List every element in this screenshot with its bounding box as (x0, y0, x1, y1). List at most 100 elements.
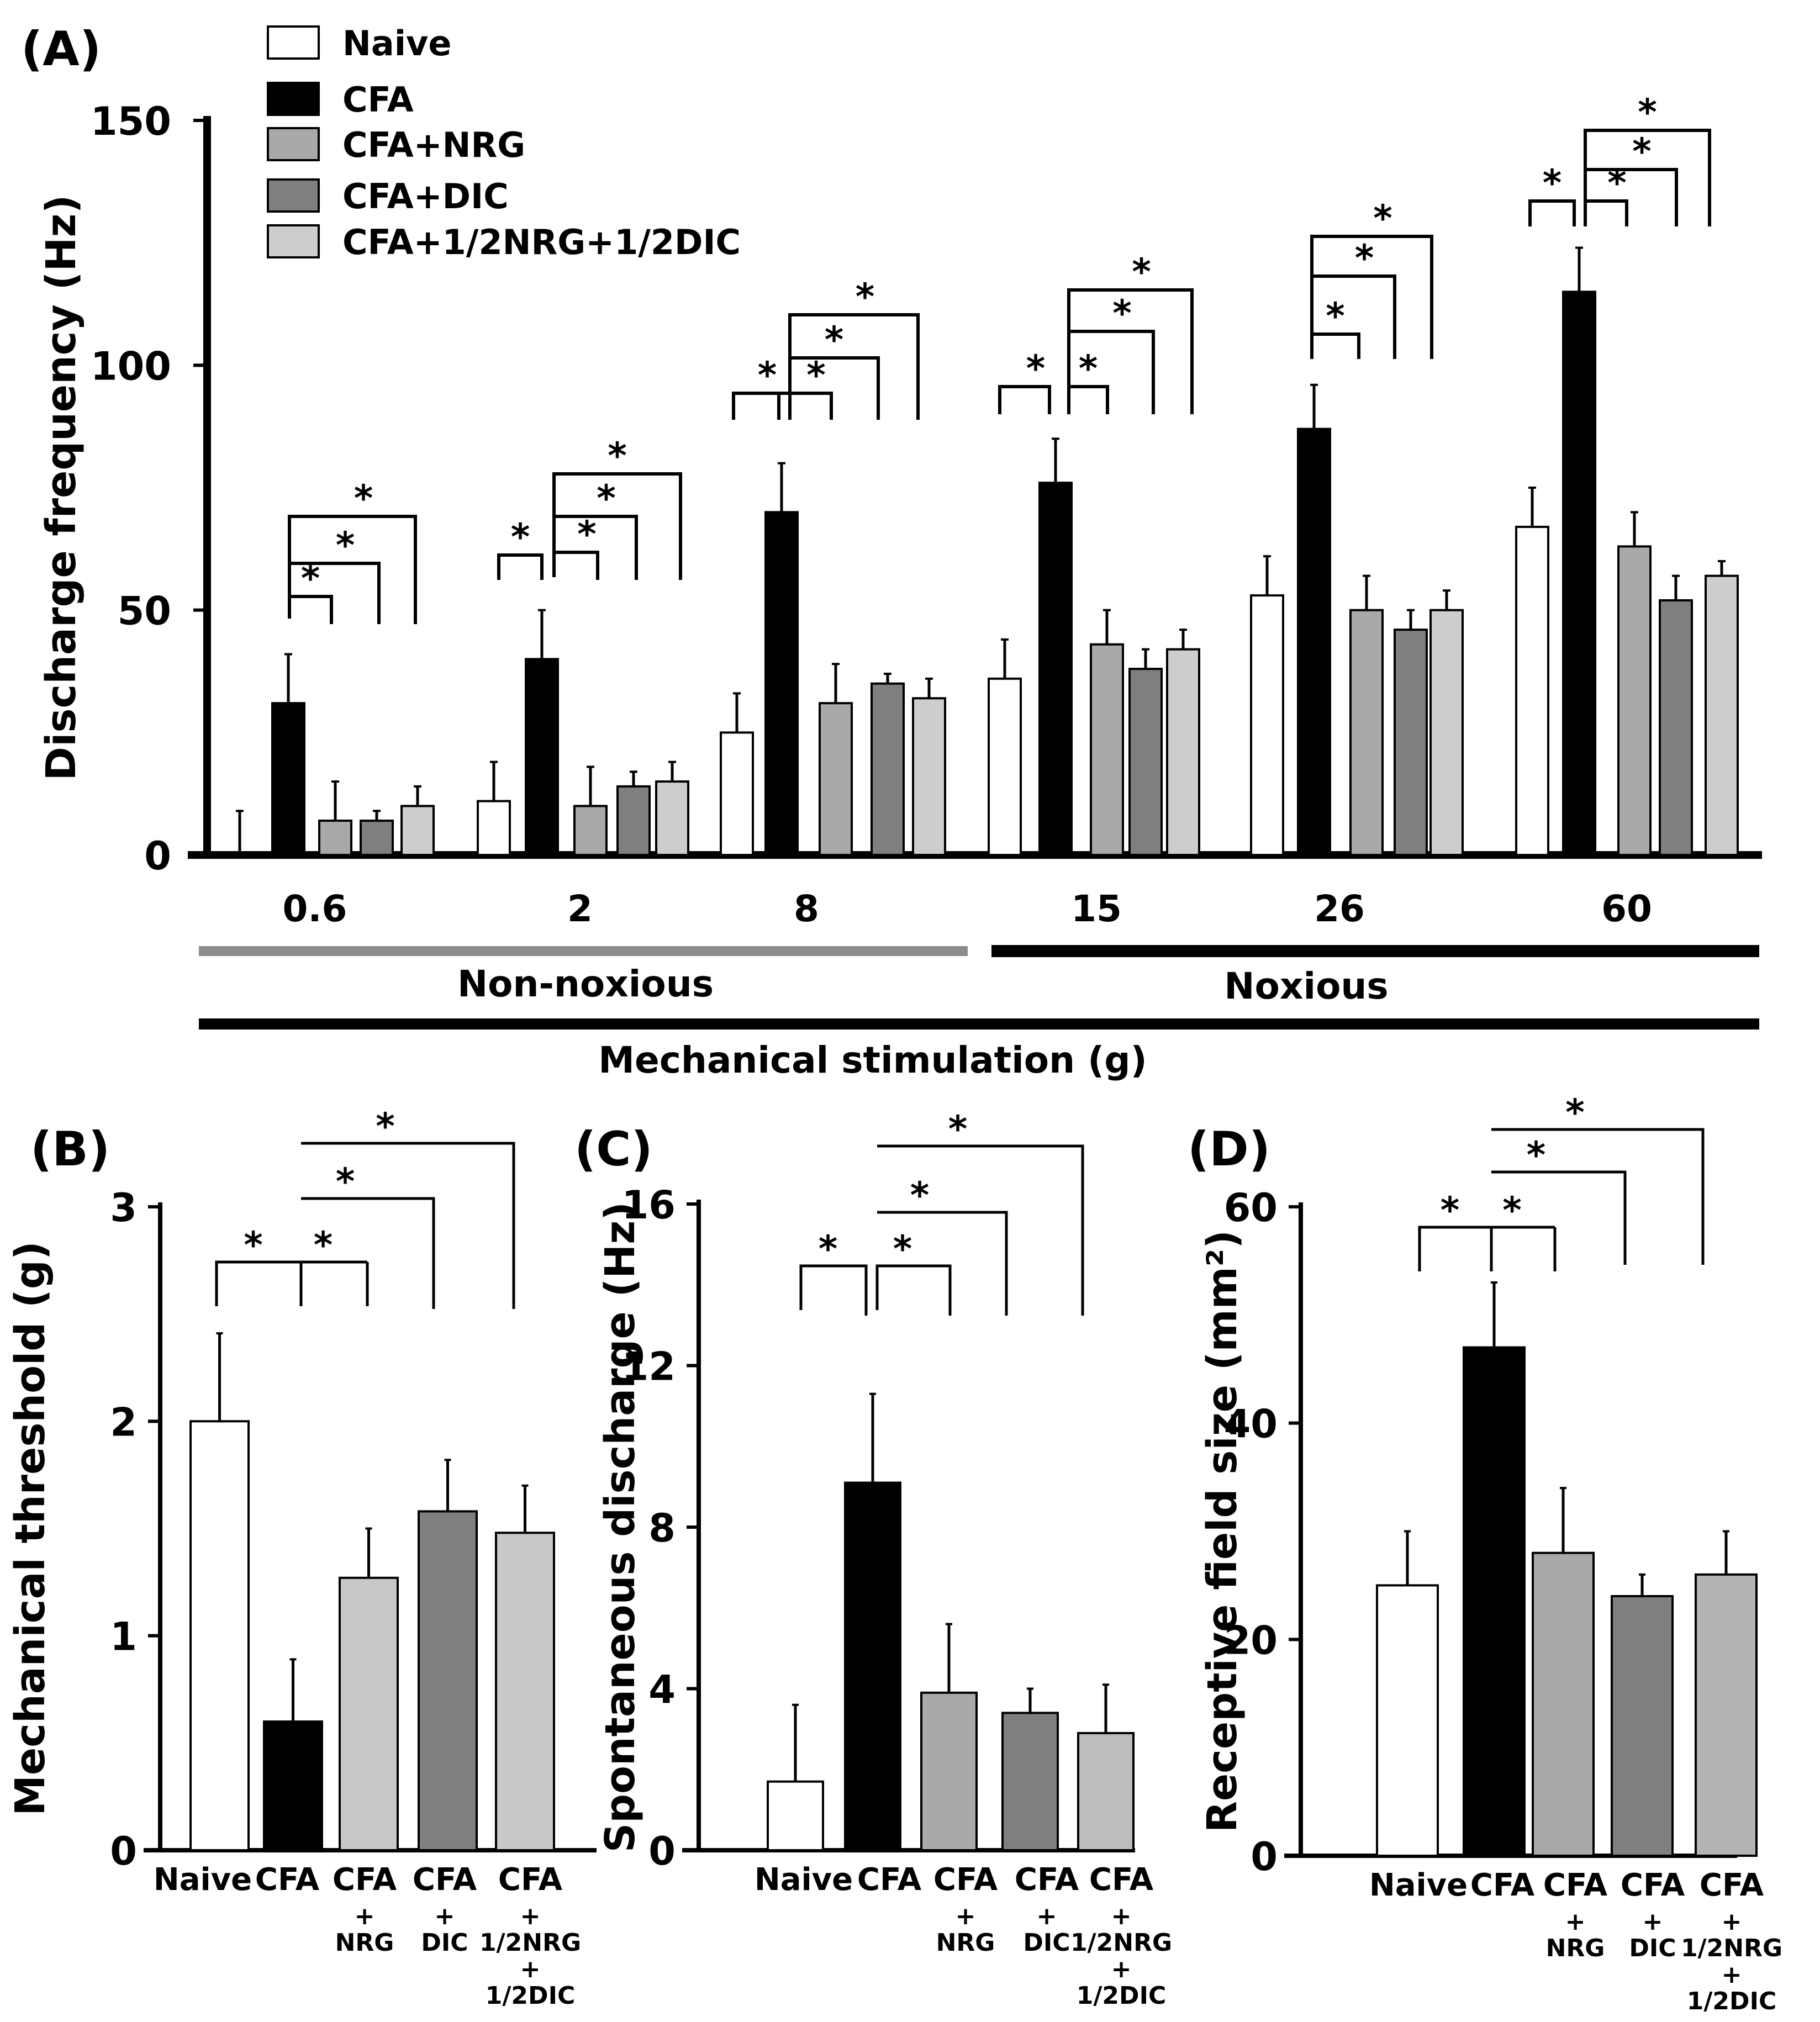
panel-d-significance-bracket (1491, 1128, 1705, 1265)
legend-swatch-0 (267, 25, 320, 60)
legend-swatch-3 (267, 178, 320, 213)
panel-d-significance-star: * (1502, 1189, 1522, 1232)
panel-a-significance-bracket-line (1067, 288, 1194, 414)
panel-b-significance-bracket (301, 1142, 515, 1309)
panel-c-significance-bracket (877, 1211, 1008, 1316)
panel-b-xtick-label: 1/2DIC (486, 1982, 576, 2010)
panel-a-bar (764, 511, 799, 856)
panel-b-bar (495, 1532, 555, 1851)
legend-label-2: CFA+NRG (342, 125, 525, 165)
panel-a-label: (A) (21, 22, 101, 77)
panel-b-xtick-label: DIC (421, 1929, 468, 1957)
panel-d-ytick-label-20: 20 (1224, 1618, 1278, 1663)
panel-d-bar (1532, 1551, 1595, 1857)
panel-a-bar (1617, 545, 1652, 856)
panel-a-bar (1394, 629, 1428, 856)
panel-d-xtick-label: + (1643, 1908, 1663, 1936)
panel-b-xtick-label: + (355, 1902, 375, 1930)
panel-a-significance-bracket-line (288, 595, 333, 624)
panel-a-significance-bracket-line (1528, 199, 1576, 226)
panel-a-significance-bracket (1310, 235, 1433, 359)
panel-d-bar (1611, 1595, 1674, 1857)
panel-c-xtick-label: + (956, 1902, 976, 1930)
panel-a-significance-bracket (788, 313, 920, 420)
panel-a-significance-star: * (1132, 251, 1151, 293)
panel-d-significance-star: * (1441, 1189, 1460, 1232)
panel-d-xtick-label: CFA (1543, 1867, 1608, 1903)
panel-c-significance-bracket-line (877, 1211, 1008, 1316)
panel-b-bar (189, 1420, 250, 1851)
panel-d-significance-bracket (1490, 1226, 1555, 1271)
panel-d-ytick-label-60: 60 (1224, 1185, 1278, 1231)
panel-a-significance-bracket-line (552, 472, 682, 580)
panel-a-significance-bracket (1310, 332, 1360, 359)
panel-b-xtick-label: CFA (255, 1862, 320, 1898)
panel-a-significance-bracket (552, 551, 599, 580)
panel-d-bar (1463, 1346, 1526, 1857)
panel-c-significance-star: * (893, 1228, 912, 1270)
panel-c-xtick-label: DIC (1023, 1929, 1070, 1957)
panel-a-bar (525, 658, 559, 857)
panel-d-significance-star: * (1527, 1134, 1546, 1176)
panel-b-significance-bracket (215, 1260, 301, 1306)
panel-c-significance-bracket-line (875, 1264, 952, 1316)
panel-d-significance-bracket-line (1491, 1128, 1705, 1265)
panel-c-ytick-label-4: 4 (648, 1667, 676, 1713)
panel-b-significance-bracket-line (215, 1260, 301, 1306)
panel-a-significance-star: * (1079, 347, 1098, 390)
panel-b-significance-bracket-line (301, 1197, 435, 1309)
panel-b-significance-bracket (299, 1260, 367, 1306)
panel-a-significance-bracket-line (1067, 385, 1109, 414)
panel-a-significance-star: * (608, 435, 627, 477)
legend-swatch-4 (267, 224, 320, 258)
panel-a-ytick-label-50: 50 (118, 589, 171, 634)
panel-a-significance-bracket (1528, 199, 1576, 226)
panel-d-ylabel: Receptive field size (mm²) (1199, 1230, 1246, 1833)
legend-swatch-2 (267, 127, 320, 161)
panel-c-xtick-label: CFA (1015, 1862, 1079, 1898)
panel-b-ylabel: Mechanical threshold (g) (7, 1241, 54, 1815)
panel-c-ytick-label-8: 8 (648, 1506, 676, 1551)
legend-label-1: CFA (342, 80, 414, 120)
panel-a-bar (1166, 648, 1200, 856)
panel-d-significance-bracket (1418, 1226, 1491, 1271)
panel-a-xtick-label: 15 (1071, 888, 1122, 930)
panel-b-significance-bracket-line (301, 1142, 515, 1309)
panel-b-significance-star: * (314, 1224, 333, 1266)
panel-a-range-label-noxious: Noxious (1224, 965, 1388, 1007)
panel-b-ytick-label-3: 3 (110, 1185, 137, 1231)
panel-b-xtick-label: CFA (498, 1862, 563, 1898)
panel-a-significance-bracket (552, 472, 682, 580)
panel-b-significance-star: * (244, 1224, 263, 1266)
panel-c-significance-star: * (948, 1108, 968, 1150)
panel-b-label: (B) (30, 1122, 110, 1177)
panel-d-xtick-label: + (1565, 1908, 1586, 1936)
panel-b-bar (339, 1576, 399, 1851)
panel-b-xtick-label: NRG (335, 1929, 394, 1957)
panel-d-xtick-label: CFA (1700, 1867, 1764, 1903)
panel-b-ytick-label-0: 0 (110, 1829, 137, 1874)
panel-b-significance-bracket (301, 1197, 435, 1309)
panel-a-xtick-label: 0.6 (283, 888, 347, 930)
panel-c-significance-star: * (910, 1174, 930, 1217)
panel-a-ytick-label-150: 150 (91, 99, 171, 144)
panel-c-xtick-label: + (1111, 1902, 1132, 1930)
panel-d-xtick-label: DIC (1629, 1934, 1676, 1962)
panel-b-xtick-label: 1/2NRG (479, 1929, 581, 1957)
panel-a-significance-star: * (1632, 130, 1652, 173)
panel-a-significance-bracket-line (288, 515, 417, 624)
panel-a-significance-star: * (758, 354, 777, 397)
panel-a-bar (1515, 525, 1549, 856)
panel-a-bar (720, 731, 754, 857)
panel-c-bar (767, 1780, 824, 1851)
panel-a-bar (1659, 599, 1693, 857)
panel-a-significance-star: * (597, 477, 616, 520)
panel-b-ytick-label-1: 1 (110, 1614, 137, 1660)
panel-c-ytick-label-12: 12 (622, 1344, 676, 1390)
panel-b-xtick-label: CFA (333, 1862, 397, 1898)
panel-c-bar (1077, 1731, 1135, 1851)
panel-a-significance-bracket-line (1584, 168, 1678, 226)
panel-d-xtick-label: 1/2NRG (1681, 1934, 1782, 1962)
panel-d-bar (1376, 1584, 1439, 1857)
panel-a-significance-star: * (856, 276, 875, 318)
